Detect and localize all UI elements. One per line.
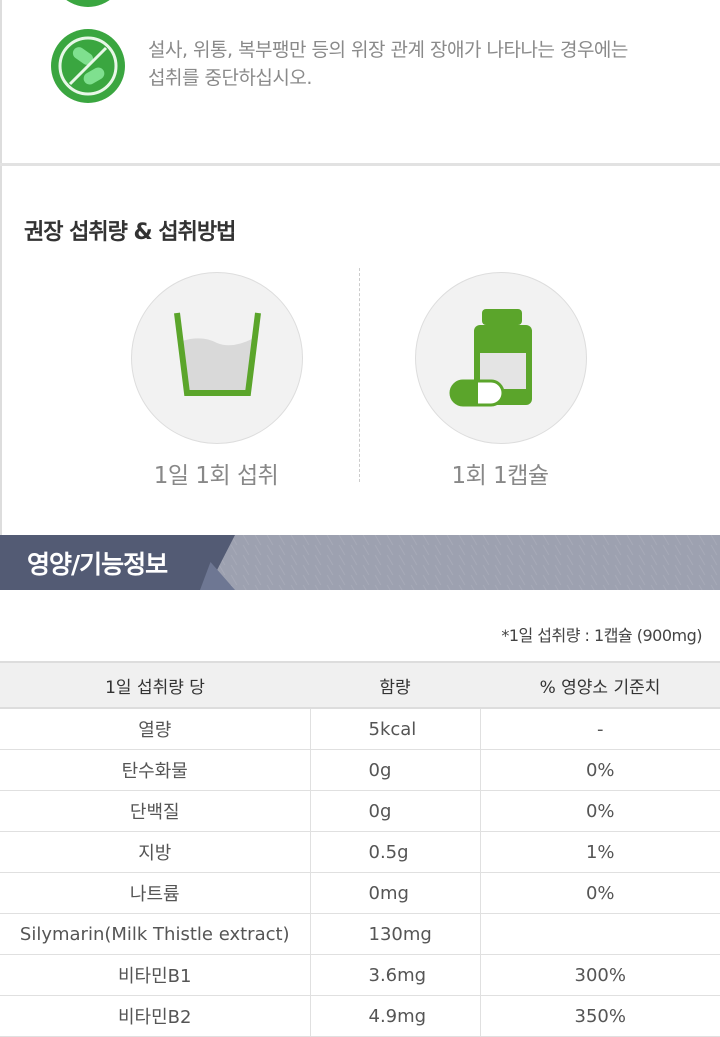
cell-daily-value [479, 913, 720, 955]
table-header: 1일 섭취량 당 함량 % 영양소 기준치 [0, 661, 720, 709]
warning-line-1: 설사, 위통, 복부팽만 등의 위장 관계 장애가 나타나는 경우에는 [148, 39, 628, 61]
cell-daily-value: 0% [479, 749, 720, 791]
table-row: 열량 5kcal - [0, 707, 720, 750]
cell-daily-value: 0% [479, 790, 720, 832]
cell-nutrient: 비타민B1 [0, 954, 311, 996]
no-pill-icon [50, 28, 126, 108]
prev-warning-icon [0, 0, 180, 14]
header-daily-value: % 영양소 기준치 [480, 661, 720, 709]
cell-daily-value: - [479, 707, 720, 750]
table-row: 탄수화물 0g 0% [0, 749, 720, 791]
cell-amount: 5kcal [309, 707, 481, 750]
cell-amount: 0mg [309, 872, 481, 914]
cell-amount: 3.6mg [309, 954, 481, 996]
cell-amount: 4.9mg [309, 995, 481, 1037]
cell-amount: 0g [309, 790, 481, 832]
table-row: 비타민B1 3.6mg 300% [0, 954, 720, 996]
intake-section [0, 166, 720, 535]
cell-daily-value: 1% [479, 831, 720, 873]
cell-amount: 0g [309, 749, 481, 791]
warning-line-2: 섭취를 중단하십시오. [148, 67, 312, 89]
serving-note: *1일 섭취량 : 1캡슐 (900mg) [501, 626, 702, 645]
cell-nutrient: 비타민B2 [0, 995, 311, 1037]
section-divider [0, 163, 720, 166]
cell-daily-value: 300% [479, 954, 720, 996]
intake-dose-label: 1회 1캡슐 [451, 463, 549, 489]
vertical-divider [359, 268, 360, 482]
cell-amount: 0.5g [309, 831, 481, 873]
nutrition-table: 1일 섭취량 당 함량 % 영양소 기준치 열량 5kcal - 탄수화물 0g 0% 단백… [0, 661, 720, 1037]
cell-nutrient: 단백질 [0, 790, 311, 832]
warning-section [0, 0, 720, 163]
cell-daily-value: 0% [479, 872, 720, 914]
cell-daily-value: 350% [479, 995, 720, 1037]
header-nutrient: 1일 섭취량 당 [0, 661, 310, 709]
header-amount: 함량 [310, 661, 480, 709]
table-row: 지방 0.5g 1% [0, 831, 720, 873]
intake-title: 권장 섭취량 & 섭취방법 [24, 220, 236, 245]
cell-nutrient: 탄수화물 [0, 749, 311, 791]
table-row: 비타민B2 4.9mg 350% [0, 995, 720, 1037]
table-row: Silymarin(Milk Thistle extract) 130mg [0, 913, 720, 955]
cell-nutrient: 열량 [0, 707, 311, 750]
banner-dark-block [0, 535, 235, 590]
cell-nutrient: 나트륨 [0, 872, 311, 914]
table-row: 나트륨 0mg 0% [0, 872, 720, 914]
table-row: 단백질 0g 0% [0, 790, 720, 832]
cell-nutrient: 지방 [0, 831, 311, 873]
intake-frequency-label: 1일 1회 섭취 [153, 463, 279, 489]
water-cup-icon [131, 272, 303, 444]
cell-nutrient: Silymarin(Milk Thistle extract) [0, 913, 311, 955]
cell-amount: 130mg [309, 913, 481, 955]
nutrition-title: 영양/기능정보 [27, 550, 168, 579]
capsule-bottle-icon [415, 272, 587, 444]
warning-text: 설사, 위통, 복부팽만 등의 위장 관계 장애가 나타나는 경우에는 섭취를 … [148, 36, 628, 92]
